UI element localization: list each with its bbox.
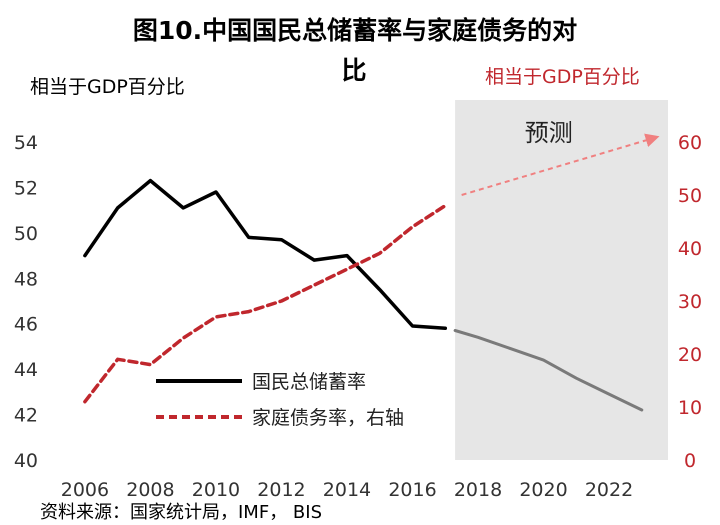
- y-right-tick-label: 20: [678, 344, 702, 366]
- y-left-tick-label: 42: [14, 405, 38, 427]
- y-left-tick-label: 46: [14, 314, 38, 336]
- x-tick-label: 2014: [323, 479, 371, 501]
- legend-debt-label: 家庭债务率，右轴: [252, 407, 404, 429]
- savings-rate-forecast-line: [453, 329, 644, 412]
- x-tick-label: 2018: [454, 479, 502, 501]
- y-left-tick-label: 52: [14, 177, 38, 199]
- y-left-tick-label: 50: [14, 223, 38, 245]
- y-left-tick-label: 54: [14, 132, 38, 154]
- x-tick-label: 2012: [257, 479, 305, 501]
- y-right-tick-label: 10: [678, 397, 702, 419]
- y-left-tick-label: 40: [14, 450, 38, 472]
- forecast-region: [455, 100, 668, 460]
- forecast-label: 预测: [525, 119, 573, 147]
- series-layer: [83, 133, 660, 412]
- x-tick-label: 2016: [388, 479, 436, 501]
- source-note: 资料来源：国家统计局，IMF， BIS: [40, 502, 322, 523]
- legend: 国民总储蓄率 家庭债务率，右轴: [156, 371, 404, 429]
- x-tick-label: 2008: [126, 479, 174, 501]
- y-right-tick-label: 60: [678, 132, 702, 154]
- x-tick-label: 2006: [61, 479, 109, 501]
- household-debt-series-line: [83, 203, 448, 404]
- chart-title-line1: 图10.中国国民总储蓄率与家庭债务的对: [133, 16, 577, 45]
- legend-savings-label: 国民总储蓄率: [252, 371, 366, 393]
- x-tick-label: 2010: [192, 479, 240, 501]
- y-axis-right-ticks: 0 10 20 30 40 50 60: [678, 132, 702, 472]
- debt-forecast-arrow: [461, 133, 660, 196]
- y-right-tick-label: 50: [678, 185, 702, 207]
- y-right-tick-label: 30: [678, 291, 702, 313]
- y-axis-right-label: 相当于GDP百分比: [485, 66, 640, 88]
- y-axis-left-ticks: 40 42 44 46 48 50 52 54: [14, 132, 38, 472]
- x-tick-label: 2020: [519, 479, 567, 501]
- x-axis-ticks: 2006 2008 2010 2012 2014 2016 2018 2020 2022: [61, 479, 633, 501]
- y-right-tick-label: 0: [684, 450, 696, 472]
- y-left-tick-label: 44: [14, 359, 38, 381]
- y-left-tick-label: 48: [14, 268, 38, 290]
- x-tick-label: 2022: [585, 479, 633, 501]
- y-axis-left-label: 相当于GDP百分比: [30, 76, 185, 98]
- y-right-tick-label: 40: [678, 238, 702, 260]
- savings-rate-series-line: [83, 178, 448, 331]
- chart-title-line2: 比: [341, 56, 366, 85]
